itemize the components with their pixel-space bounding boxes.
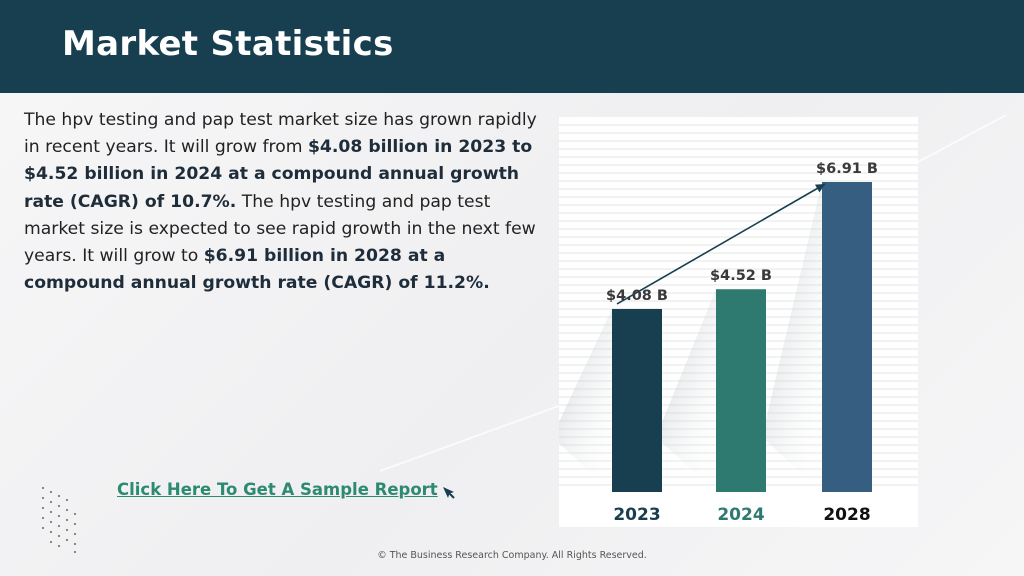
category-label-2024: 2024	[717, 505, 764, 525]
description-highlight-2: $6.91 billion in 2028 at a compound annu…	[24, 246, 490, 294]
market-chart: $4.08 B 2023 $4.52 B 2024 $6.91 B 2028	[559, 117, 918, 527]
bar-shadow	[762, 182, 822, 492]
dot-pattern-icon	[42, 487, 76, 553]
cursor-arrow-icon	[443, 487, 455, 499]
sample-report-link[interactable]: Click Here To Get A Sample Report	[117, 480, 438, 499]
header-bar: Market Statistics	[0, 0, 1024, 93]
trend-arrow-head-icon	[814, 184, 825, 193]
trend-arrow-line	[616, 183, 826, 305]
bar-shadow	[559, 308, 612, 492]
value-label-2023: $4.08 B	[606, 288, 668, 304]
bar-chart: $4.08 B 2023 $4.52 B 2024 $6.91 B 2028	[559, 124, 918, 525]
category-label-2023: 2023	[613, 505, 660, 525]
bar-shadow	[656, 289, 716, 492]
description-text-2: The hpv testing and pap test market size…	[24, 191, 536, 267]
bar-2028	[822, 182, 872, 492]
copyright-footer: © The Business Research Company. All Rig…	[377, 550, 647, 561]
value-label-2028: $6.91 B	[816, 161, 878, 177]
bar-2023	[612, 308, 662, 492]
description-text-1: The hpv testing and pap test market size…	[24, 110, 537, 158]
category-label-2028: 2028	[823, 505, 870, 525]
market-description: The hpv testing and pap test market size…	[24, 107, 539, 297]
page-title: Market Statistics	[62, 24, 394, 64]
description-highlight-1: $4.08 billion in 2023 to $4.52 billion i…	[24, 137, 533, 212]
bar-2024	[716, 289, 766, 492]
value-label-2024: $4.52 B	[710, 268, 772, 284]
